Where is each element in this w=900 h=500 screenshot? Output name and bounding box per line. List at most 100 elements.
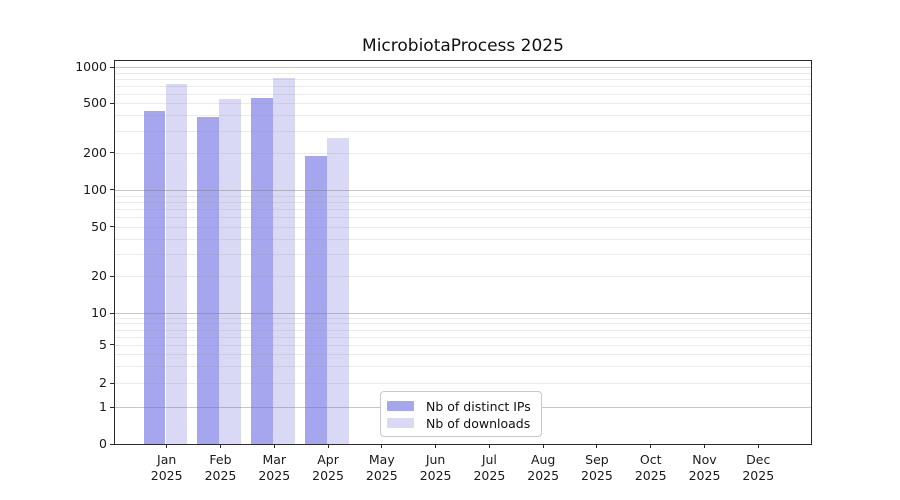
legend-swatch-distinct-ips: [387, 401, 414, 411]
x-tick-mark: [381, 444, 383, 448]
x-tick-label-sep: Sep 2025: [569, 452, 625, 483]
minor-gridline: [115, 72, 811, 74]
x-tick-year: 2025: [742, 467, 775, 483]
y-tick-label: 500: [83, 95, 107, 111]
minor-gridline: [115, 329, 811, 331]
legend-item-distinct-ips: Nb of distinct IPs: [387, 398, 541, 414]
x-tick-year: 2025: [204, 467, 237, 483]
x-tick-month: Jan: [157, 452, 177, 467]
minor-gridline: [115, 318, 811, 320]
y-tick-mark: [110, 344, 115, 346]
y-tick-label: 1: [99, 399, 107, 415]
minor-gridline: [115, 85, 811, 87]
y-tick-mark: [110, 66, 115, 68]
minor-gridline: [115, 195, 811, 197]
y-tick-mark: [110, 189, 115, 191]
x-tick-year: 2025: [581, 467, 613, 483]
plot-area: [114, 60, 812, 445]
minor-gridline: [115, 344, 811, 346]
y-tick-label: 200: [83, 144, 107, 160]
minor-gridline: [115, 130, 811, 132]
x-tick-label-jul: Jul 2025: [461, 452, 517, 483]
bar-jan-nb-of-downloads: [165, 83, 188, 444]
y-tick-mark: [110, 152, 115, 154]
major-gridline: [115, 189, 811, 191]
y-tick-mark: [110, 226, 115, 228]
x-tick-label-jun: Jun 2025: [408, 452, 464, 483]
x-tick-year: 2025: [365, 467, 398, 483]
bar-apr-nb-of-downloads: [327, 137, 349, 444]
bar-apr-nb-of-distinct-ips: [305, 156, 327, 444]
bar-feb-nb-of-downloads: [219, 98, 241, 444]
y-tick-mark: [110, 382, 115, 384]
y-tick-mark: [110, 275, 115, 277]
x-tick-mark: [488, 444, 490, 448]
x-tick-mark: [542, 444, 544, 448]
minor-gridline: [115, 115, 811, 117]
x-tick-month: Nov: [692, 452, 717, 467]
y-tick-label: 20: [91, 268, 107, 284]
x-tick-year: 2025: [473, 467, 506, 483]
y-tick-mark: [110, 406, 115, 408]
x-tick-month: Aug: [530, 452, 556, 467]
x-tick-month: Feb: [209, 452, 232, 467]
minor-gridline: [115, 201, 811, 203]
x-tick-month: Sep: [585, 452, 609, 467]
x-tick-label-oct: Oct 2025: [623, 452, 679, 483]
y-tick-label: 5: [99, 336, 107, 352]
y-tick-label: 50: [91, 218, 107, 234]
legend-swatch-downloads: [387, 418, 414, 428]
minor-gridline: [115, 152, 811, 154]
x-tick-year: 2025: [527, 467, 560, 483]
minor-gridline: [115, 217, 811, 219]
bar-jan-nb-of-distinct-ips: [143, 110, 166, 444]
x-tick-mark: [166, 444, 168, 448]
minor-gridline: [115, 208, 811, 210]
x-tick-month: Jun: [425, 452, 446, 467]
y-tick-label: 10: [91, 305, 107, 321]
legend-label-downloads: Nb of downloads: [426, 415, 531, 431]
x-tick-label-apr: Apr 2025: [300, 452, 356, 483]
minor-gridline: [115, 354, 811, 356]
x-tick-year: 2025: [258, 467, 291, 483]
x-tick-year: 2025: [312, 467, 344, 483]
x-tick-month: May: [368, 452, 395, 467]
x-tick-mark: [327, 444, 329, 448]
minor-gridline: [115, 276, 811, 278]
bar-feb-nb-of-distinct-ips: [197, 116, 219, 444]
y-tick-label: 2: [99, 375, 107, 391]
x-tick-month: Dec: [746, 452, 771, 467]
y-tick-label: 0: [99, 436, 107, 451]
x-tick-label-feb: Feb 2025: [192, 452, 248, 483]
major-gridline: [115, 67, 811, 69]
x-tick-mark: [757, 444, 759, 448]
minor-gridline: [115, 226, 811, 228]
x-tick-mark: [704, 444, 705, 448]
x-tick-mark: [650, 444, 652, 448]
x-tick-label-may: May 2025: [354, 452, 410, 483]
x-tick-month: Mar: [262, 452, 287, 467]
bar-mar-nb-of-downloads: [273, 77, 295, 444]
x-tick-mark: [273, 444, 275, 448]
x-tick-year: 2025: [634, 467, 667, 483]
x-tick-year: 2025: [150, 467, 183, 483]
legend-label-distinct-ips: Nb of distinct IPs: [426, 398, 531, 414]
x-tick-month: Apr: [317, 452, 339, 467]
x-tick-label-nov: Nov 2025: [677, 452, 733, 483]
x-tick-year: 2025: [419, 467, 452, 483]
minor-gridline: [115, 336, 811, 338]
bar-mar-nb-of-distinct-ips: [251, 98, 273, 444]
x-tick-mark: [219, 444, 221, 448]
x-tick-year: 2025: [688, 467, 721, 483]
minor-gridline: [115, 103, 811, 105]
x-tick-label-mar: Mar 2025: [246, 452, 302, 483]
y-tick-label: 1000: [75, 59, 107, 75]
major-gridline: [115, 313, 811, 315]
y-tick-mark: [110, 312, 115, 314]
minor-gridline: [115, 323, 811, 325]
legend-item-downloads: Nb of downloads: [387, 415, 541, 431]
minor-gridline: [115, 366, 811, 368]
y-tick-mark: [110, 102, 115, 104]
x-tick-label-aug: Aug 2025: [515, 452, 571, 483]
